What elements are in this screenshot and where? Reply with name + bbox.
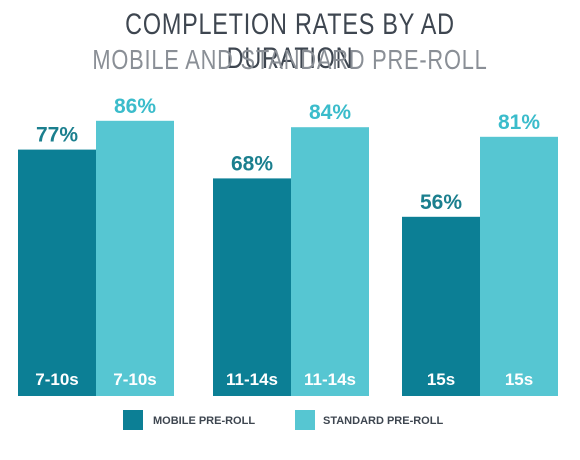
category-label: 11-14s <box>304 370 356 389</box>
chart-title: COMPLETION RATES BY AD DURATION <box>125 8 455 75</box>
category-label: 15s <box>427 370 455 389</box>
value-label: 84% <box>309 101 351 124</box>
value-label: 68% <box>231 152 273 175</box>
category-label: 7-10s <box>113 370 156 389</box>
value-label: 56% <box>420 191 462 214</box>
legend-swatch-mobile <box>123 410 143 430</box>
value-label: 86% <box>114 95 156 118</box>
bar-mobile-15s <box>402 216 480 396</box>
bar-standard-15s <box>480 136 558 397</box>
bar-mobile-7-10s <box>18 149 96 396</box>
bar-standard-7-10s <box>96 120 174 397</box>
category-label: 7-10s <box>35 370 78 389</box>
chart-subtitle: MOBILE AND STANDARD PRE-ROLL <box>92 44 488 75</box>
legend-label-standard: STANDARD PRE-ROLL <box>323 415 443 427</box>
bar-standard-11-14s <box>291 127 369 396</box>
legend-label-mobile: MOBILE PRE-ROLL <box>153 415 255 427</box>
value-label: 81% <box>498 111 540 134</box>
bar-mobile-11-14s <box>213 178 291 396</box>
value-label: 77% <box>36 124 78 147</box>
category-label: 11-14s <box>226 370 278 389</box>
legend-swatch-standard <box>295 410 315 430</box>
category-label: 15s <box>505 370 533 389</box>
